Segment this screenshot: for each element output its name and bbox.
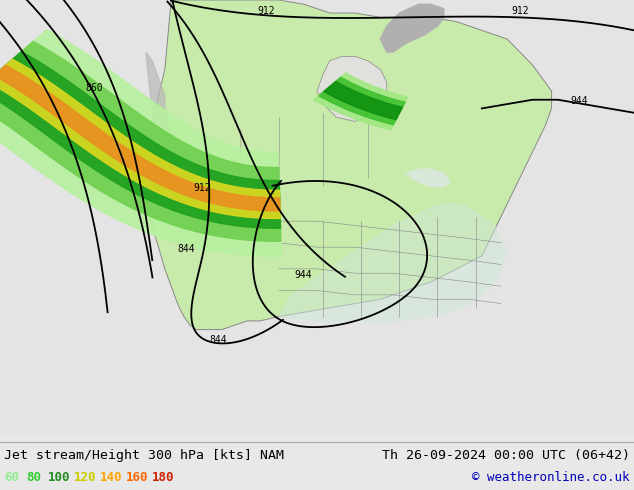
Polygon shape [406, 169, 450, 187]
Text: 912: 912 [257, 6, 275, 16]
Polygon shape [146, 52, 171, 156]
Polygon shape [324, 81, 403, 120]
Text: Jet stream/Height 300 hPa [kts] NAM: Jet stream/Height 300 hPa [kts] NAM [4, 449, 284, 463]
Polygon shape [0, 29, 281, 256]
Polygon shape [158, 165, 178, 217]
Text: 120: 120 [74, 471, 96, 484]
Text: 860: 860 [86, 83, 103, 93]
Text: Th 26-09-2024 00:00 UTC (06+42): Th 26-09-2024 00:00 UTC (06+42) [382, 449, 630, 463]
Text: © weatheronline.co.uk: © weatheronline.co.uk [472, 471, 630, 484]
Text: 180: 180 [152, 471, 174, 484]
Text: 80: 80 [26, 471, 41, 484]
Polygon shape [314, 73, 408, 130]
Text: 912: 912 [193, 183, 211, 193]
Polygon shape [0, 65, 280, 211]
Text: 844: 844 [209, 335, 227, 344]
Polygon shape [0, 51, 280, 228]
Polygon shape [317, 56, 387, 122]
Text: 140: 140 [100, 471, 122, 484]
Text: 844: 844 [178, 244, 195, 253]
Text: 100: 100 [48, 471, 70, 484]
Text: 912: 912 [511, 6, 529, 16]
Polygon shape [0, 42, 281, 241]
Polygon shape [0, 59, 280, 219]
Polygon shape [319, 77, 405, 125]
Text: 60: 60 [4, 471, 19, 484]
Text: 944: 944 [571, 96, 588, 106]
Polygon shape [146, 0, 552, 330]
Text: 160: 160 [126, 471, 148, 484]
Polygon shape [279, 204, 507, 321]
Polygon shape [380, 4, 444, 52]
Text: 944: 944 [295, 270, 313, 279]
